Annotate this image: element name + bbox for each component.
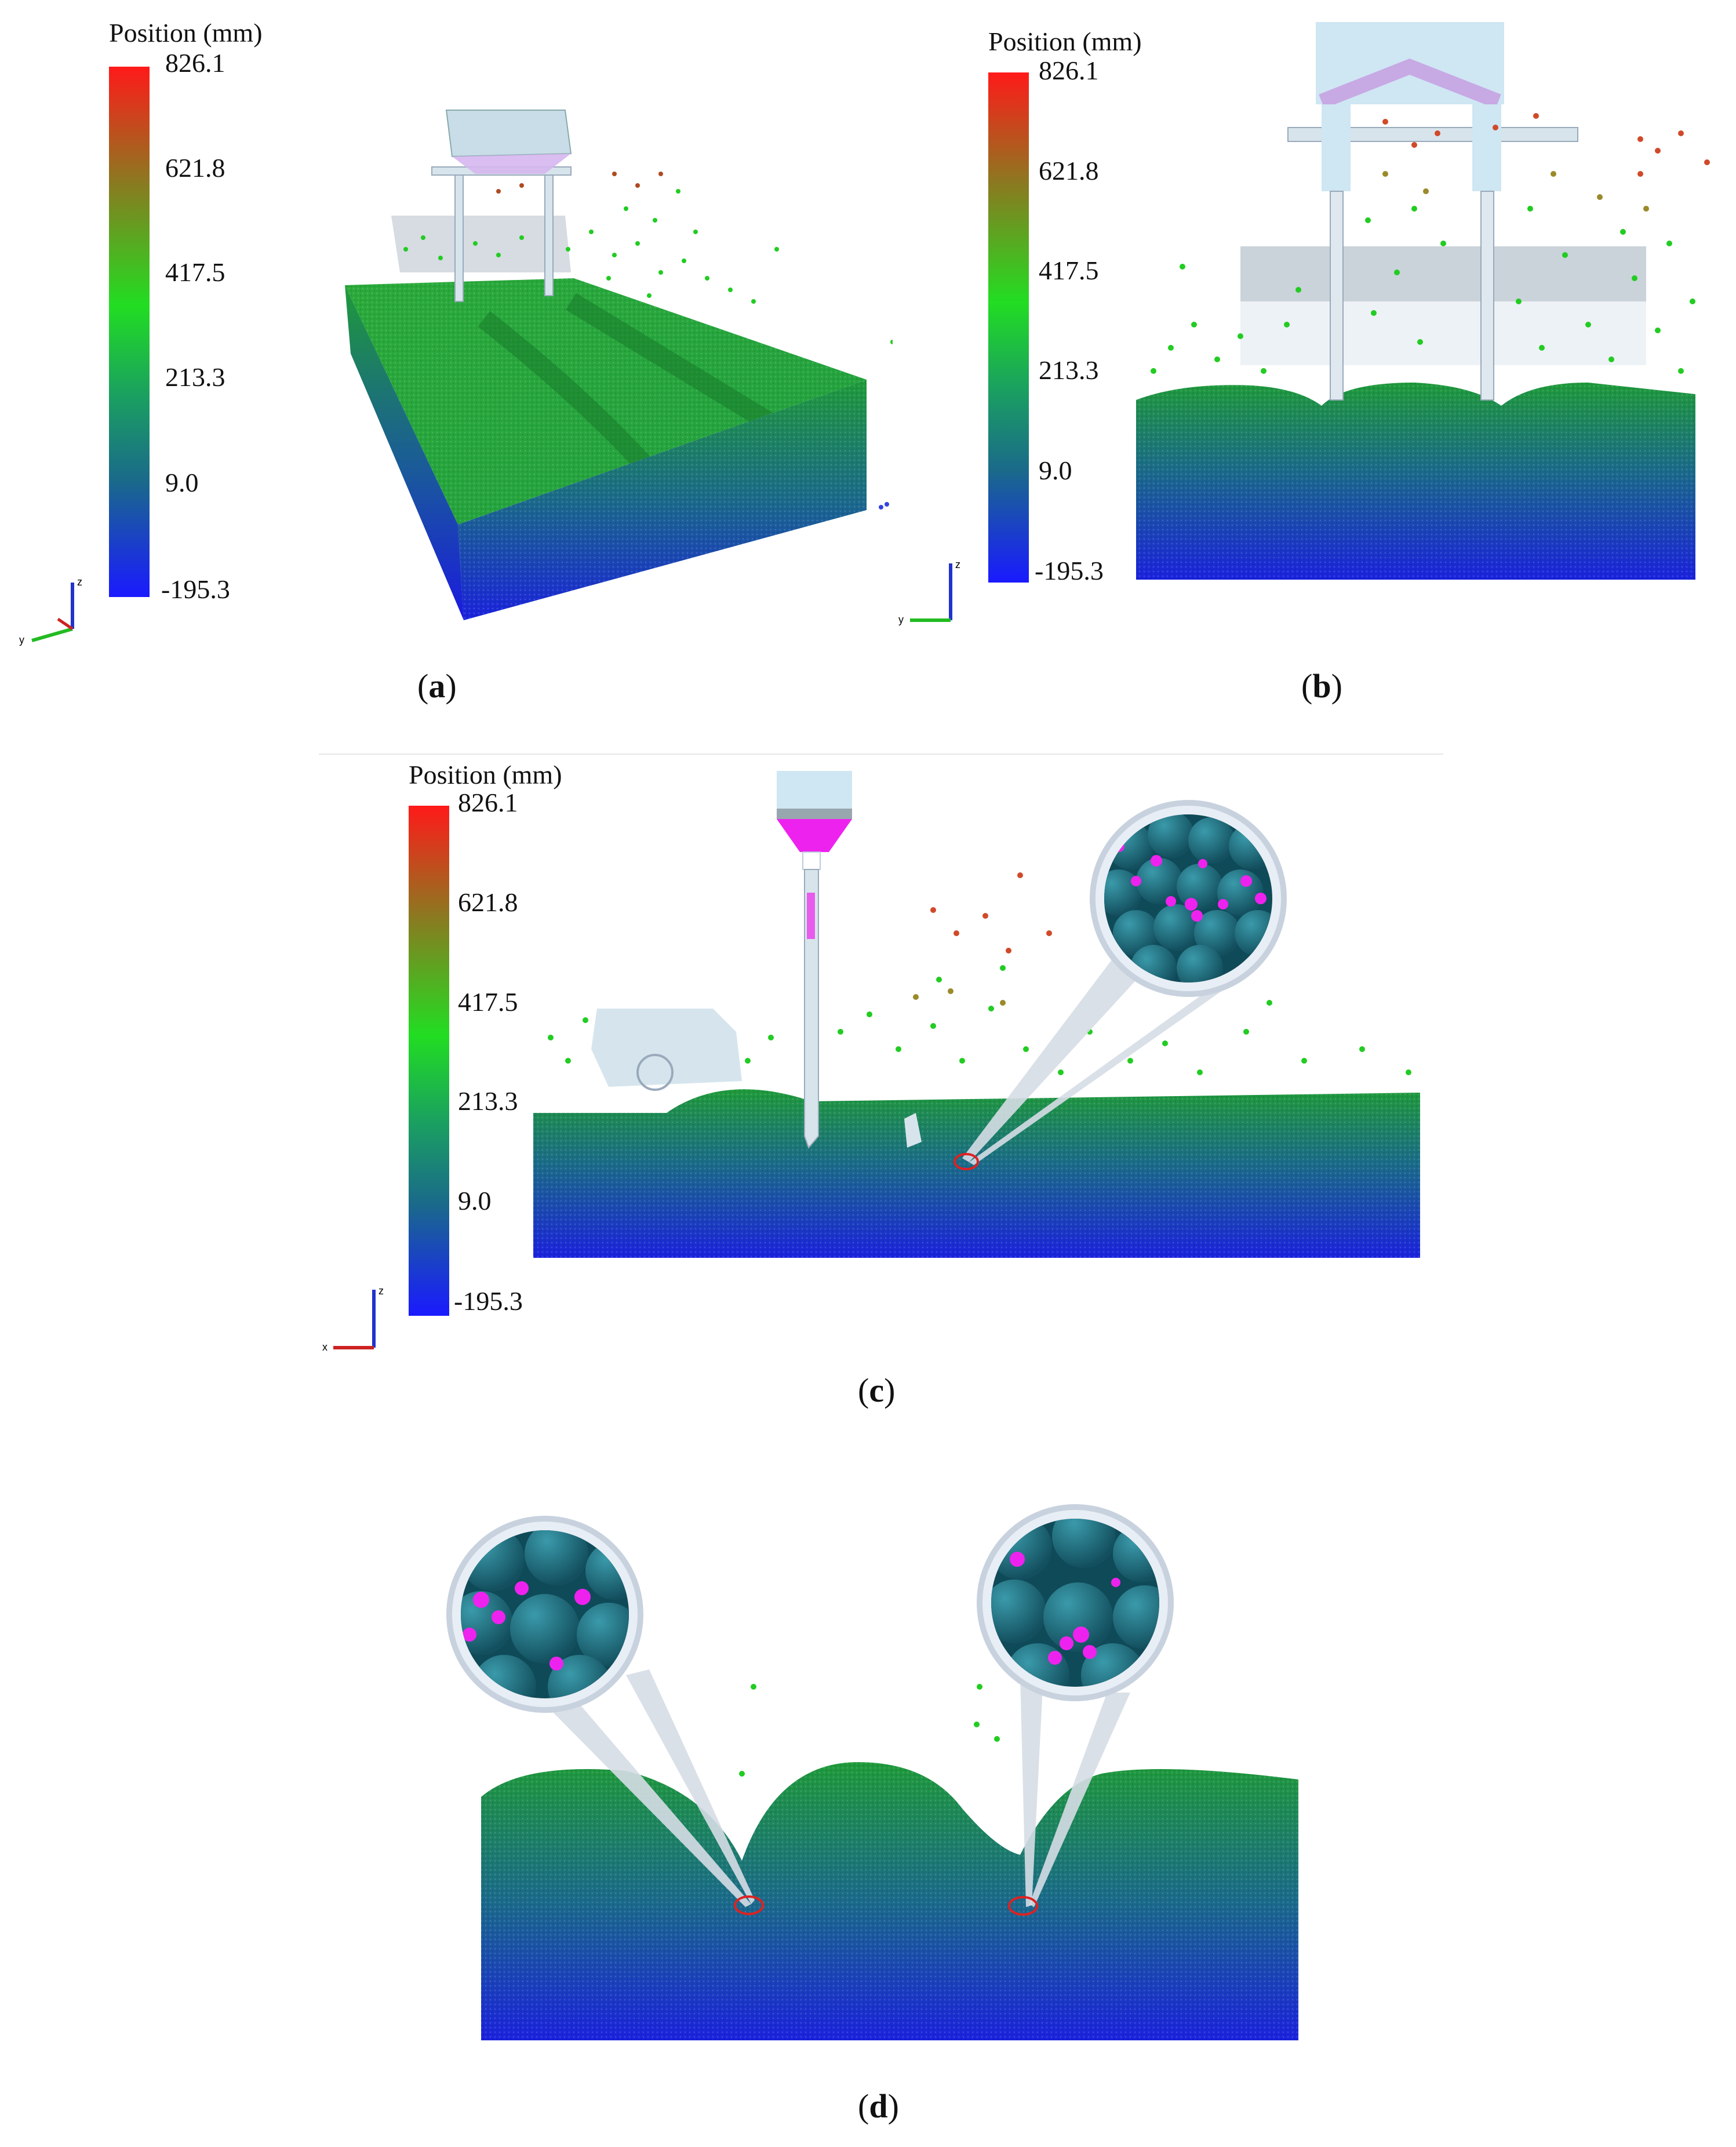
legend-title: Position (mm) bbox=[988, 27, 1142, 56]
panel-divider bbox=[319, 754, 1443, 755]
caption-d: (d) bbox=[858, 2087, 899, 2125]
caption-b: (b) bbox=[1301, 667, 1342, 705]
panel-d: (d) bbox=[406, 1484, 1368, 2147]
axis-triad-icon: z y bbox=[19, 576, 82, 646]
colorbar bbox=[409, 806, 449, 1316]
tick-label: 213.3 bbox=[165, 362, 225, 392]
tick-label: 621.8 bbox=[1039, 156, 1099, 185]
axis-x-label: x bbox=[322, 1341, 327, 1353]
tick-label: 213.3 bbox=[1039, 355, 1099, 385]
tick-label: 9.0 bbox=[458, 1186, 492, 1216]
tick-label: 417.5 bbox=[165, 257, 225, 287]
caption-b-label: b bbox=[1312, 667, 1331, 705]
legend-title: Position (mm) bbox=[109, 18, 263, 48]
axis-y-label: y bbox=[898, 614, 904, 625]
axis-z-label: z bbox=[955, 559, 960, 570]
tick-label: 9.0 bbox=[165, 468, 199, 497]
tick-label: 417.5 bbox=[1039, 256, 1099, 285]
axis-triad-icon: z y bbox=[898, 559, 960, 625]
soil-bin-side-view bbox=[533, 771, 1420, 1258]
panel-a: Position (mm) 826.1 621.8 417.5 213.3 9.… bbox=[0, 0, 893, 713]
axis-z-label: z bbox=[77, 576, 82, 588]
caption-a-label: a bbox=[428, 667, 446, 705]
legend-title: Position (mm) bbox=[409, 760, 562, 789]
caption-c: (c) bbox=[858, 1371, 896, 1409]
tick-label: 621.8 bbox=[458, 887, 518, 917]
tick-label: 213.3 bbox=[458, 1086, 518, 1116]
tick-label: 826.1 bbox=[165, 48, 225, 78]
soil-bin-front-view bbox=[1136, 22, 1710, 580]
panel-c: Position (mm) 826.1 621.8 417.5 213.3 9.… bbox=[319, 759, 1449, 1438]
tick-label: -195.3 bbox=[161, 574, 230, 604]
tick-label: 9.0 bbox=[1039, 456, 1072, 485]
tick-label: -195.3 bbox=[1035, 556, 1104, 585]
tick-label: 621.8 bbox=[165, 153, 225, 183]
tick-label: -195.3 bbox=[454, 1286, 523, 1316]
soil-bin-3d-view bbox=[345, 110, 893, 620]
axis-z-label: z bbox=[379, 1285, 384, 1297]
caption-a: (a) bbox=[417, 667, 457, 705]
tick-label: 417.5 bbox=[458, 987, 518, 1017]
caption-c-label: c bbox=[869, 1371, 885, 1409]
panel-b: Position (mm) 826.1 621.8 417.5 213.3 9.… bbox=[893, 0, 1736, 713]
axis-triad-icon: z x bbox=[322, 1285, 384, 1353]
colorbar bbox=[988, 72, 1029, 583]
soil-furrow-cross-section bbox=[446, 1504, 1298, 2040]
tick-label: 826.1 bbox=[1039, 56, 1099, 85]
colorbar bbox=[109, 67, 150, 597]
tick-label: 826.1 bbox=[458, 788, 518, 817]
axis-y-label: y bbox=[19, 634, 24, 646]
caption-d-label: d bbox=[869, 2087, 888, 2125]
